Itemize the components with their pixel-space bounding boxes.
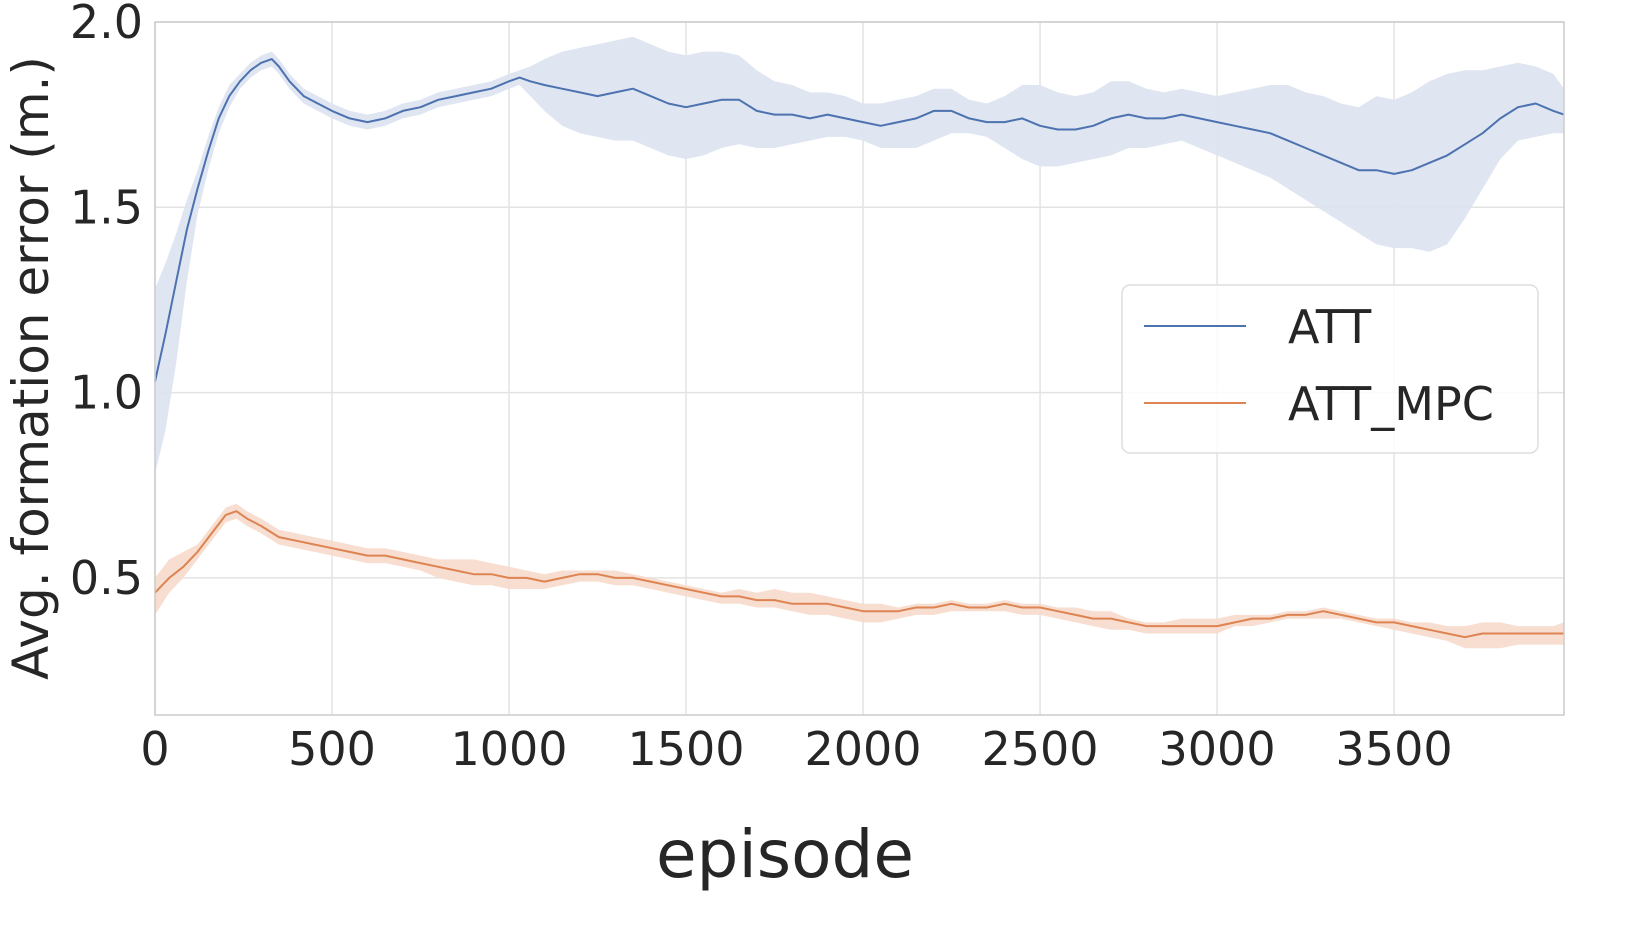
legend: ATT ATT_MPC bbox=[1121, 284, 1539, 454]
x-axis-title: episode bbox=[656, 816, 914, 893]
band-att bbox=[155, 36, 1564, 475]
y-tick-label: 2.0 bbox=[70, 0, 143, 49]
x-tick-labels: 0 500 1000 1500 2000 2500 3000 3500 bbox=[140, 722, 1452, 776]
y-tick-labels: 0.5 1.0 1.5 2.0 bbox=[70, 0, 143, 605]
x-tick-label: 1000 bbox=[450, 722, 567, 776]
y-axis-title: Avg. formation error (m.) bbox=[2, 56, 60, 680]
band-att-mpc bbox=[155, 503, 1564, 649]
x-tick-label: 2000 bbox=[805, 722, 922, 776]
x-tick-label: 2500 bbox=[982, 722, 1099, 776]
x-tick-label: 0 bbox=[140, 722, 169, 776]
x-tick-label: 3000 bbox=[1159, 722, 1276, 776]
series-line-att-mpc bbox=[154, 510, 1564, 639]
y-tick-label: 0.5 bbox=[70, 551, 143, 605]
legend-label-att: ATT bbox=[1288, 300, 1372, 354]
x-tick-label: 3500 bbox=[1336, 722, 1453, 776]
x-tick-label: 1500 bbox=[627, 722, 744, 776]
confidence-bands bbox=[155, 36, 1564, 649]
x-tick-label: 500 bbox=[288, 722, 376, 776]
series-line-att bbox=[154, 58, 1565, 382]
y-tick-label: 1.0 bbox=[70, 366, 143, 420]
legend-label-att-mpc: ATT_MPC bbox=[1288, 377, 1494, 431]
series-lines bbox=[154, 58, 1565, 639]
plot-frame bbox=[154, 21, 1565, 716]
y-tick-label: 1.5 bbox=[70, 180, 143, 234]
